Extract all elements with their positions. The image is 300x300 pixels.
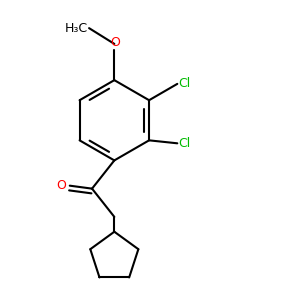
- Text: Cl: Cl: [178, 77, 191, 90]
- Text: O: O: [56, 179, 66, 192]
- Text: O: O: [110, 36, 120, 49]
- Text: Cl: Cl: [178, 137, 191, 150]
- Text: H₃C: H₃C: [64, 22, 88, 34]
